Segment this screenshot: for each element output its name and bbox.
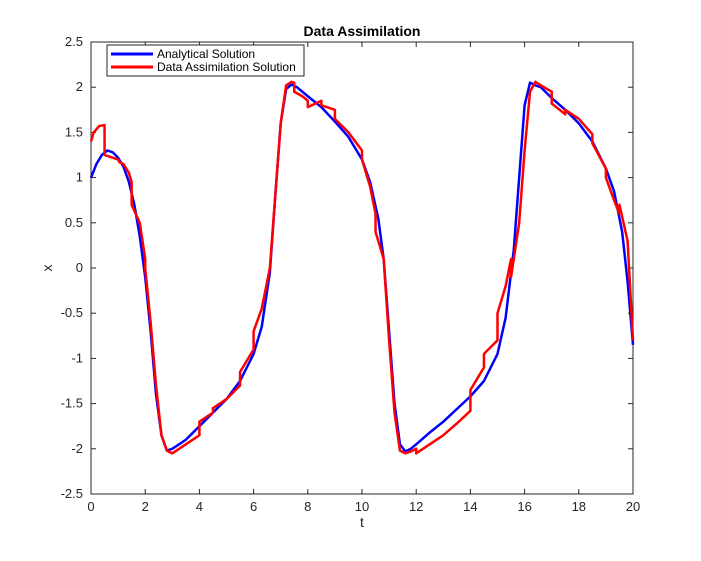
x-tick-label: 0 xyxy=(87,499,94,514)
x-tick-label: 6 xyxy=(250,499,257,514)
legend-entry-data-assimilation: Data Assimilation Solution xyxy=(157,60,296,74)
y-tick-label: 2.5 xyxy=(65,34,83,49)
axis-tick-labels: 0 2 4 6 8 10 12 14 16 18 20 2.5 2 1.5 1 0.5 0 -0.5 -1 -1.5 -… xyxy=(61,34,641,514)
y-tick-label: -1.5 xyxy=(61,396,83,411)
x-tick-label: 20 xyxy=(626,499,640,514)
x-tick-label: 14 xyxy=(463,499,477,514)
x-tick-label: 10 xyxy=(355,499,369,514)
series-layer xyxy=(89,80,635,455)
x-tick-label: 4 xyxy=(196,499,203,514)
y-tick-label: 0 xyxy=(76,260,83,275)
y-tick-label: 1 xyxy=(76,170,83,185)
y-tick-label: -1 xyxy=(71,350,83,365)
series-line-data-assimilation xyxy=(89,80,635,455)
y-tick-label: 0.5 xyxy=(65,215,83,230)
y-axis-label: x xyxy=(39,265,55,272)
x-tick-label: 2 xyxy=(142,499,149,514)
legend: Analytical Solution Data Assimilation So… xyxy=(106,44,305,77)
y-tick-label: 1.5 xyxy=(65,124,83,139)
x-tick-label: 8 xyxy=(304,499,311,514)
y-tick-label: -2.5 xyxy=(61,486,83,501)
x-tick-label: 18 xyxy=(572,499,586,514)
x-axis-label: t xyxy=(360,514,364,530)
y-tick-label: 2 xyxy=(76,79,83,94)
x-tick-label: 16 xyxy=(517,499,531,514)
x-tick-label: 12 xyxy=(409,499,423,514)
legend-box xyxy=(106,44,305,77)
legend-entry-analytical: Analytical Solution xyxy=(157,47,255,61)
chart-title: Data Assimilation xyxy=(304,23,421,39)
y-tick-label: -2 xyxy=(71,441,83,456)
y-tick-label: -0.5 xyxy=(61,305,83,320)
axis-ticks xyxy=(90,41,634,495)
plot-area xyxy=(90,41,634,495)
